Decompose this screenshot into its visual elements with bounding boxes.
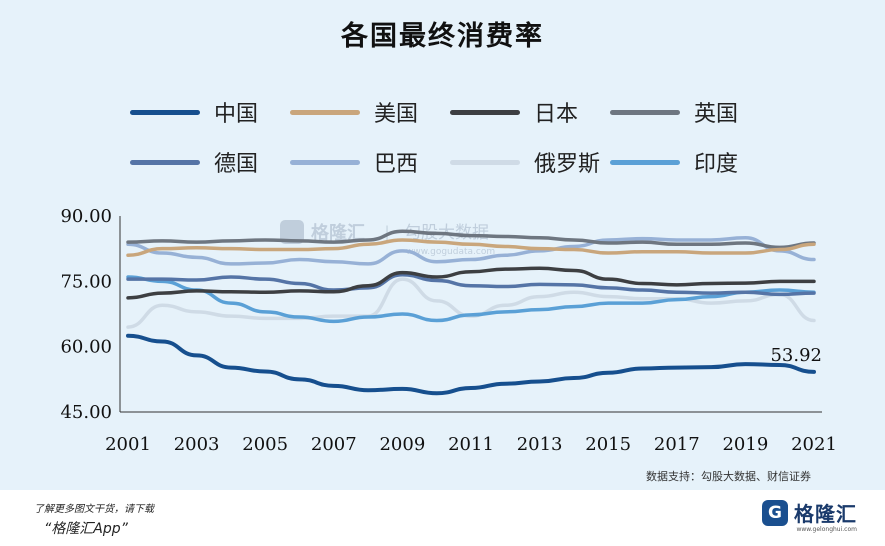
x-tick-label: 2001 [105, 434, 151, 455]
legend-swatch-usa [290, 109, 360, 115]
legend-swatch-russia [450, 159, 520, 165]
legend-item-russia: 俄罗斯 [450, 146, 600, 178]
legend-label-germany: 德国 [214, 152, 259, 177]
legend-label-brazil: 巴西 [374, 152, 419, 177]
annotation-label: 53.92 [770, 345, 822, 366]
watermark-url: www.gogudata.com [406, 247, 495, 257]
legend-swatch-china [130, 109, 200, 115]
line-chart: 格隆汇 | 勾股大数据 www.gogudata.com 45.00 60.00 7… [60, 206, 837, 455]
legend-swatch-brazil [290, 159, 360, 165]
logo-text: 格隆汇 [794, 502, 857, 526]
x-tick-label: 2013 [517, 434, 563, 455]
y-tick-label: 45.00 [60, 402, 112, 423]
y-tick-label: 75.00 [60, 271, 112, 292]
x-axis: 2001 2003 2005 2007 2009 2011 2013 2015 2017 2019… [105, 411, 837, 455]
series-line-4 [126, 229, 816, 250]
promo-line-1: 了解更多图文干货，请下载 [34, 504, 154, 515]
y-tick-label: 60.00 [60, 337, 112, 358]
series-line-1 [126, 333, 816, 396]
series-line-3 [126, 266, 816, 300]
legend-item-japan: 日本 [450, 96, 578, 128]
x-tick-label: 2009 [379, 434, 425, 455]
legend-item-germany: 德国 [130, 146, 258, 178]
legend-swatch-india [610, 159, 680, 165]
legend-label-uk: 英国 [694, 102, 739, 127]
legend-swatch-uk [610, 109, 680, 115]
logo-url: www.gelonghui.com [796, 526, 857, 533]
legend-label-usa: 美国 [374, 102, 419, 127]
legend-item-india: 印度 [610, 146, 738, 178]
x-tick-label: 2019 [722, 434, 768, 455]
legend-item-china: 中国 [130, 96, 258, 128]
footer-bar [0, 490, 885, 546]
series-line-2 [126, 238, 816, 257]
brand-logo[interactable]: G 格隆汇 [762, 498, 857, 527]
series-line-8 [126, 275, 816, 324]
series-line-5 [126, 273, 816, 297]
promo-line-2: “格隆汇App” [44, 521, 128, 537]
x-tick-label: 2003 [174, 434, 220, 455]
x-tick-label: 2011 [448, 434, 494, 455]
y-axis: 45.00 60.00 75.00 90.00 [60, 206, 121, 423]
legend-label-china: 中国 [214, 102, 259, 127]
source-note: 数据支持：勾股大数据、财信证券 [646, 470, 811, 483]
watermark-logo-mark [280, 220, 304, 244]
x-tick-label: 2017 [654, 434, 700, 455]
legend-swatch-japan [450, 109, 520, 115]
x-tick-label: 2005 [242, 434, 288, 455]
chart-title: 各国最终消费率 [341, 21, 544, 52]
watermark-brand: 格隆汇 [311, 222, 365, 244]
legend-label-india: 印度 [694, 152, 739, 177]
legend-swatch-germany [130, 159, 200, 165]
legend-label-japan: 日本 [534, 102, 579, 127]
legend-item-usa: 美国 [290, 96, 418, 128]
series-line-6 [126, 236, 816, 266]
series-group [126, 229, 816, 396]
x-tick-label: 2015 [585, 434, 631, 455]
logo-mark-icon: G [762, 499, 788, 526]
legend-item-brazil: 巴西 [290, 146, 418, 178]
y-tick-label: 90.00 [60, 206, 112, 227]
legend-item-uk: 英国 [610, 96, 738, 128]
legend-label-russia: 俄罗斯 [534, 152, 601, 177]
x-tick-label: 2021 [791, 434, 837, 455]
x-tick-label: 2007 [311, 434, 357, 455]
watermark: 格隆汇 | 勾股大数据 www.gogudata.com [280, 220, 495, 257]
